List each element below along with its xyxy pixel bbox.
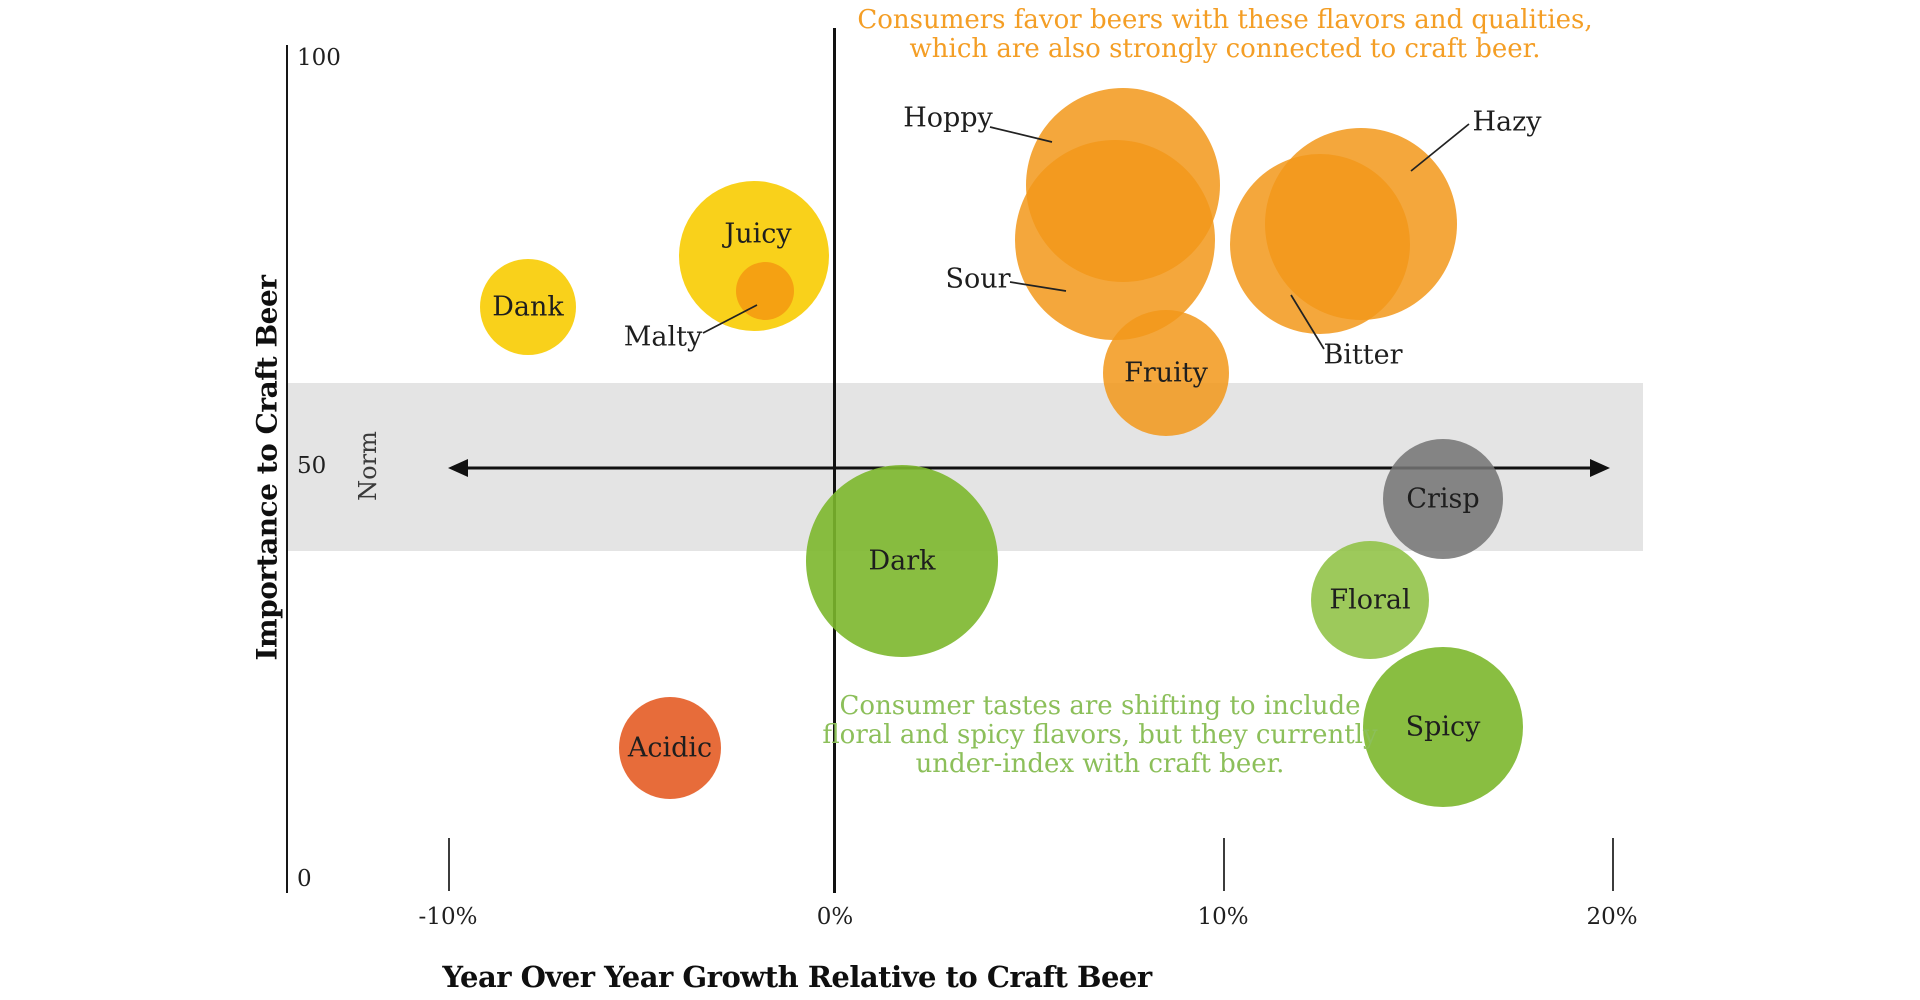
annotation-line: floral and spicy flavors, but they curre…: [822, 720, 1378, 750]
leader-line-bitter: [1290, 294, 1325, 350]
bubble-spicy: [1363, 647, 1523, 807]
x-tick-label: 20%: [1586, 904, 1638, 930]
annotation-line: which are also strongly connected to cra…: [909, 34, 1541, 64]
x-tick-label: -10%: [418, 904, 478, 930]
bubble-label-crisp: Crisp: [1406, 483, 1480, 515]
arrowhead-left: [448, 459, 468, 477]
leader-line-hoppy: [989, 126, 1053, 143]
x-tick-mark: [1223, 838, 1225, 891]
annotation-line: Consumer tastes are shifting to include: [839, 691, 1361, 721]
annotation-shifting-tastes: Consumer tastes are shifting to include …: [822, 692, 1377, 779]
arrowhead-right: [1590, 459, 1610, 477]
bubble-label-dank: Dank: [492, 291, 564, 323]
x-tick-label: 0%: [816, 904, 854, 930]
bubble-label-acidic: Acidic: [627, 732, 713, 764]
x-tick-mark: [448, 838, 450, 891]
bubble-label-fruity: Fruity: [1124, 357, 1208, 389]
leader-line-malty: [702, 304, 758, 334]
bubble-label-malty: Malty: [623, 321, 703, 353]
bubble-label-hoppy: Hoppy: [903, 102, 993, 134]
bubble-floral: [1311, 541, 1429, 659]
bubble-label-sour: Sour: [945, 263, 1011, 295]
zero-growth-axis-line: [833, 28, 836, 893]
bubble-label-floral: Floral: [1329, 584, 1411, 616]
annotation-line: under-index with craft beer.: [915, 749, 1285, 779]
bubble-label-dark: Dark: [868, 545, 936, 577]
y-tick-label: 100: [297, 45, 341, 71]
y-tick-label: 50: [297, 453, 327, 479]
bubble-sour: [1015, 140, 1215, 340]
bubble-dank: [480, 259, 576, 355]
bubble-acidic: [619, 697, 721, 799]
x-axis-title: Year Over Year Growth Relative to Craft …: [442, 960, 1152, 994]
bubble-fruity: [1103, 310, 1229, 436]
y-tick-label: 0: [297, 866, 312, 892]
y-axis-title: Importance to Craft Beer: [250, 275, 284, 661]
bubble-bitter: [1230, 154, 1410, 334]
leader-line-sour: [1009, 281, 1067, 292]
bubble-dark: [806, 465, 998, 657]
bubble-label-hazy: Hazy: [1472, 106, 1542, 138]
x-tick-label: 10%: [1197, 904, 1249, 930]
annotation-line: Consumers favor beers with these flavors…: [857, 5, 1593, 35]
annotation-favored-flavors: Consumers favor beers with these flavors…: [857, 6, 1592, 64]
bubble-label-spicy: Spicy: [1405, 711, 1481, 743]
bubble-label-juicy: Juicy: [724, 218, 792, 250]
bubble-crisp: [1383, 439, 1503, 559]
bubble-label-bitter: Bitter: [1323, 339, 1403, 371]
x-tick-mark: [1612, 838, 1614, 891]
leader-line-hazy: [1410, 123, 1470, 172]
y-axis-line: [286, 45, 288, 893]
